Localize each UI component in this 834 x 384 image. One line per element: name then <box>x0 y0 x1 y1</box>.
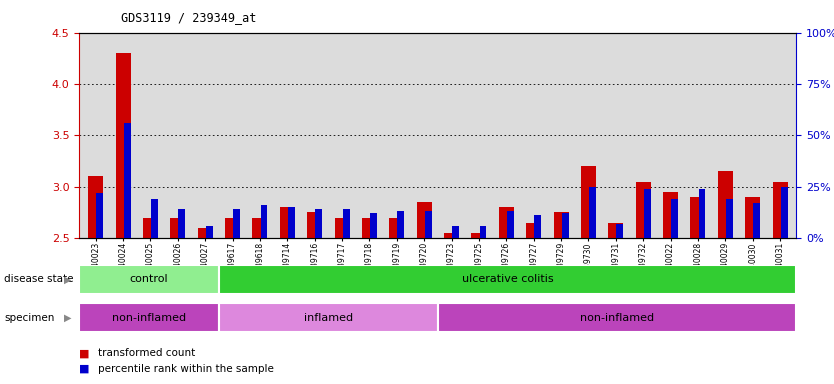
Bar <box>97 193 103 238</box>
Bar <box>219 303 438 332</box>
Bar <box>79 265 219 294</box>
Bar <box>143 217 158 238</box>
Bar <box>452 226 459 238</box>
Bar <box>616 224 623 238</box>
Text: control: control <box>130 274 168 285</box>
Text: transformed count: transformed count <box>98 348 195 358</box>
Text: disease state: disease state <box>4 274 73 285</box>
Bar <box>260 205 268 238</box>
Bar <box>206 226 213 238</box>
Bar <box>589 187 596 238</box>
Bar <box>389 217 404 238</box>
Bar <box>398 211 404 238</box>
Text: inflamed: inflamed <box>304 313 353 323</box>
Bar <box>726 199 733 238</box>
Bar <box>562 214 569 238</box>
Text: ulcerative colitis: ulcerative colitis <box>462 274 554 285</box>
Bar <box>644 189 651 238</box>
Bar <box>198 228 213 238</box>
Bar <box>608 223 623 238</box>
Text: specimen: specimen <box>4 313 54 323</box>
Text: GDS3119 / 239349_at: GDS3119 / 239349_at <box>121 12 256 25</box>
Bar <box>219 265 796 294</box>
Bar <box>225 217 240 238</box>
Bar <box>671 199 678 238</box>
Text: non-inflamed: non-inflamed <box>580 313 654 323</box>
Bar <box>581 166 596 238</box>
Text: non-inflamed: non-inflamed <box>112 313 186 323</box>
Bar <box>370 214 377 238</box>
Bar <box>636 182 651 238</box>
Bar <box>417 202 432 238</box>
Bar <box>699 189 706 238</box>
Bar <box>745 197 761 238</box>
Bar <box>178 209 185 238</box>
Bar <box>343 209 349 238</box>
Text: ▶: ▶ <box>64 313 72 323</box>
Bar <box>554 212 569 238</box>
Bar <box>315 209 322 238</box>
Bar <box>88 177 103 238</box>
Bar <box>718 171 733 238</box>
Bar <box>526 223 541 238</box>
Bar <box>279 207 294 238</box>
Bar <box>753 203 761 238</box>
Bar <box>115 53 131 238</box>
Bar <box>79 303 219 332</box>
Bar <box>425 211 432 238</box>
Bar <box>438 303 796 332</box>
Bar <box>362 217 377 238</box>
Bar <box>444 233 459 238</box>
Bar <box>499 207 514 238</box>
Bar <box>288 207 294 238</box>
Bar <box>772 182 787 238</box>
Bar <box>234 209 240 238</box>
Bar <box>253 217 268 238</box>
Text: percentile rank within the sample: percentile rank within the sample <box>98 364 274 374</box>
Text: ▶: ▶ <box>64 274 72 285</box>
Bar <box>781 187 787 238</box>
Bar <box>480 226 486 238</box>
Bar <box>507 211 514 238</box>
Bar <box>307 212 322 238</box>
Bar <box>535 215 541 238</box>
Bar <box>471 233 486 238</box>
Bar <box>334 217 349 238</box>
Bar <box>663 192 678 238</box>
Bar <box>151 199 158 238</box>
Bar <box>691 197 706 238</box>
Bar <box>123 123 131 238</box>
Bar <box>170 217 185 238</box>
Text: ■: ■ <box>79 364 90 374</box>
Text: ■: ■ <box>79 348 90 358</box>
